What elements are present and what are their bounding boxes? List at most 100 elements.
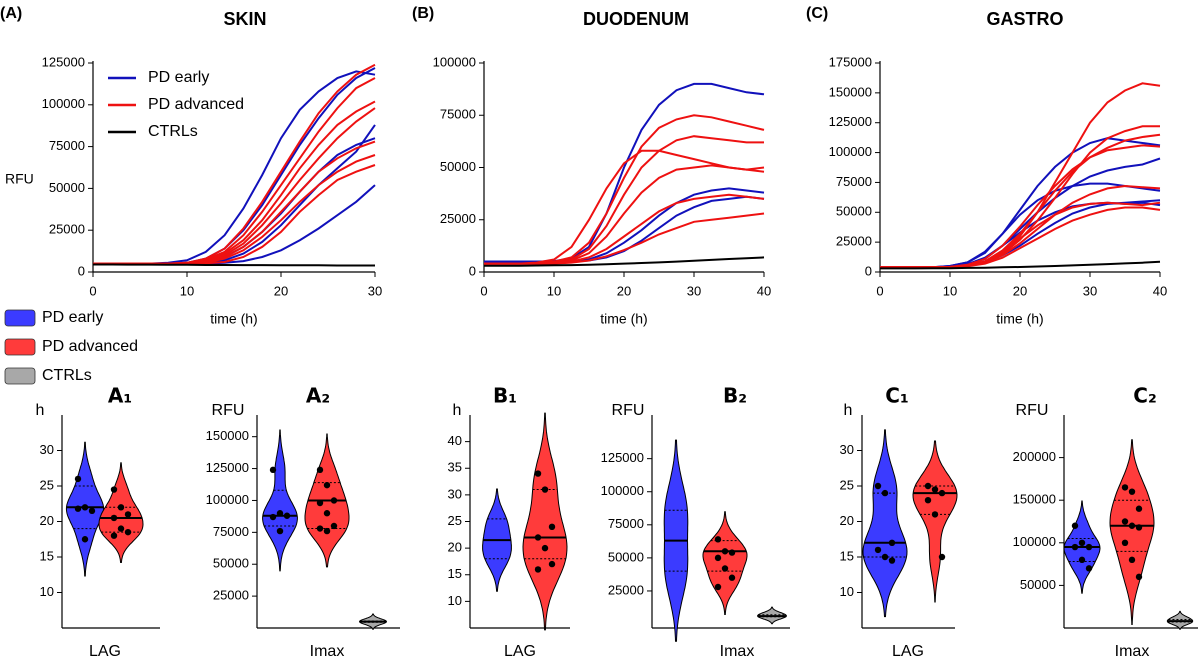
x-axis-label: time (h) <box>210 311 257 327</box>
y-tick-label: 20 <box>840 513 854 528</box>
y-tick-label: 30 <box>840 442 854 457</box>
y-tick-label: 200000 <box>1013 449 1056 464</box>
x-tick-label: 10 <box>943 283 957 298</box>
x-tick-label: 10 <box>180 283 194 298</box>
legend-swatch <box>4 338 36 356</box>
data-point <box>534 470 542 477</box>
violin-body <box>98 462 144 563</box>
data-point <box>323 481 331 489</box>
y-tick-label: 25000 <box>213 588 249 603</box>
y-tick-label: 25000 <box>440 211 476 226</box>
series-line <box>484 193 765 265</box>
y-tick-label: 125000 <box>206 460 249 475</box>
data-point <box>714 536 722 543</box>
x-axis-label: LAG <box>89 643 121 660</box>
violin-body <box>262 429 298 572</box>
x-tick-label: 40 <box>1153 283 1167 298</box>
data-point <box>110 514 118 522</box>
data-point <box>881 489 889 497</box>
y-tick-label: 25000 <box>49 222 85 237</box>
data-point <box>1135 573 1143 581</box>
y-tick-label: 125000 <box>42 54 85 69</box>
y-unit-label: h <box>453 402 462 419</box>
panel-title: A₁ <box>108 384 132 408</box>
y-tick-label: 100000 <box>829 144 872 159</box>
y-tick-label: 10 <box>448 593 462 608</box>
y-tick-label: 10 <box>840 584 854 599</box>
y-tick-label: 100000 <box>1013 534 1056 549</box>
x-axis-label: LAG <box>892 643 924 660</box>
y-tick-label: 10 <box>40 584 54 599</box>
y-tick-label: 50000 <box>213 556 249 571</box>
y-tick-label: 100000 <box>601 483 644 498</box>
data-point <box>74 475 82 483</box>
data-point <box>81 504 89 511</box>
x-tick-label: 0 <box>89 283 96 298</box>
y-tick-label: 25000 <box>608 582 644 597</box>
data-point <box>110 486 118 493</box>
series-line <box>93 63 376 265</box>
data-point <box>874 546 882 554</box>
data-point <box>548 560 556 568</box>
data-point <box>117 525 125 532</box>
y-tick-label: 150000 <box>829 84 872 99</box>
y-tick-label: 50000 <box>836 204 872 219</box>
chart-title: GASTRO <box>986 9 1063 29</box>
x-axis-label: time (h) <box>996 311 1043 327</box>
data-point <box>88 507 96 515</box>
data-point <box>1085 543 1093 551</box>
x-tick-label: 20 <box>617 283 631 298</box>
y-tick-label: 100000 <box>42 96 85 111</box>
data-point <box>1128 488 1136 495</box>
y-tick-label: 0 <box>865 263 872 278</box>
data-point <box>1128 556 1136 564</box>
series-line <box>484 212 765 265</box>
x-tick-label: 30 <box>687 283 701 298</box>
data-point <box>541 486 549 493</box>
data-point <box>269 513 277 521</box>
panel-title: B₂ <box>723 384 747 408</box>
x-tick-label: 30 <box>368 283 382 298</box>
legend-label: PD advanced <box>148 96 244 113</box>
data-point <box>1135 505 1143 512</box>
data-point <box>931 486 939 493</box>
y-tick-label: 30 <box>40 442 54 457</box>
y-unit-label: RFU <box>612 402 645 419</box>
y-tick-label: 75000 <box>440 107 476 122</box>
data-point <box>1121 518 1129 525</box>
data-point <box>728 574 736 581</box>
y-tick-label: 75000 <box>608 516 644 531</box>
x-axis-label: Imax <box>310 643 345 660</box>
y-unit-label: RFU <box>212 402 245 419</box>
data-point <box>110 532 118 539</box>
data-point <box>316 466 324 474</box>
y-tick-label: 50000 <box>49 180 85 195</box>
data-point <box>1078 556 1086 564</box>
x-tick-label: 20 <box>1013 283 1027 298</box>
panel-label: (C) <box>806 5 828 22</box>
y-tick-label: 15 <box>448 566 462 581</box>
y-tick-label: 150000 <box>206 428 249 443</box>
data-point <box>323 510 331 517</box>
panel-title: B₁ <box>493 384 517 408</box>
panel-label: (B) <box>412 5 434 22</box>
y-tick-label: 25000 <box>836 234 872 249</box>
series-line <box>880 260 1161 270</box>
y-tick-label: 50000 <box>608 549 644 564</box>
data-point <box>81 536 89 543</box>
violin-body <box>912 440 958 603</box>
x-tick-label: 0 <box>876 283 883 298</box>
y-tick-label: 75000 <box>836 174 872 189</box>
series-line <box>484 195 765 263</box>
x-axis-label: LAG <box>504 643 536 660</box>
y-unit-label: h <box>36 402 45 419</box>
data-point <box>269 466 277 474</box>
panel-label: (A) <box>0 5 22 22</box>
data-point <box>714 583 722 591</box>
legend-label: PD early <box>42 309 103 326</box>
chart-title: SKIN <box>223 9 266 29</box>
data-point <box>541 544 549 552</box>
y-tick-label: 25 <box>840 477 854 492</box>
data-point <box>1071 543 1079 551</box>
